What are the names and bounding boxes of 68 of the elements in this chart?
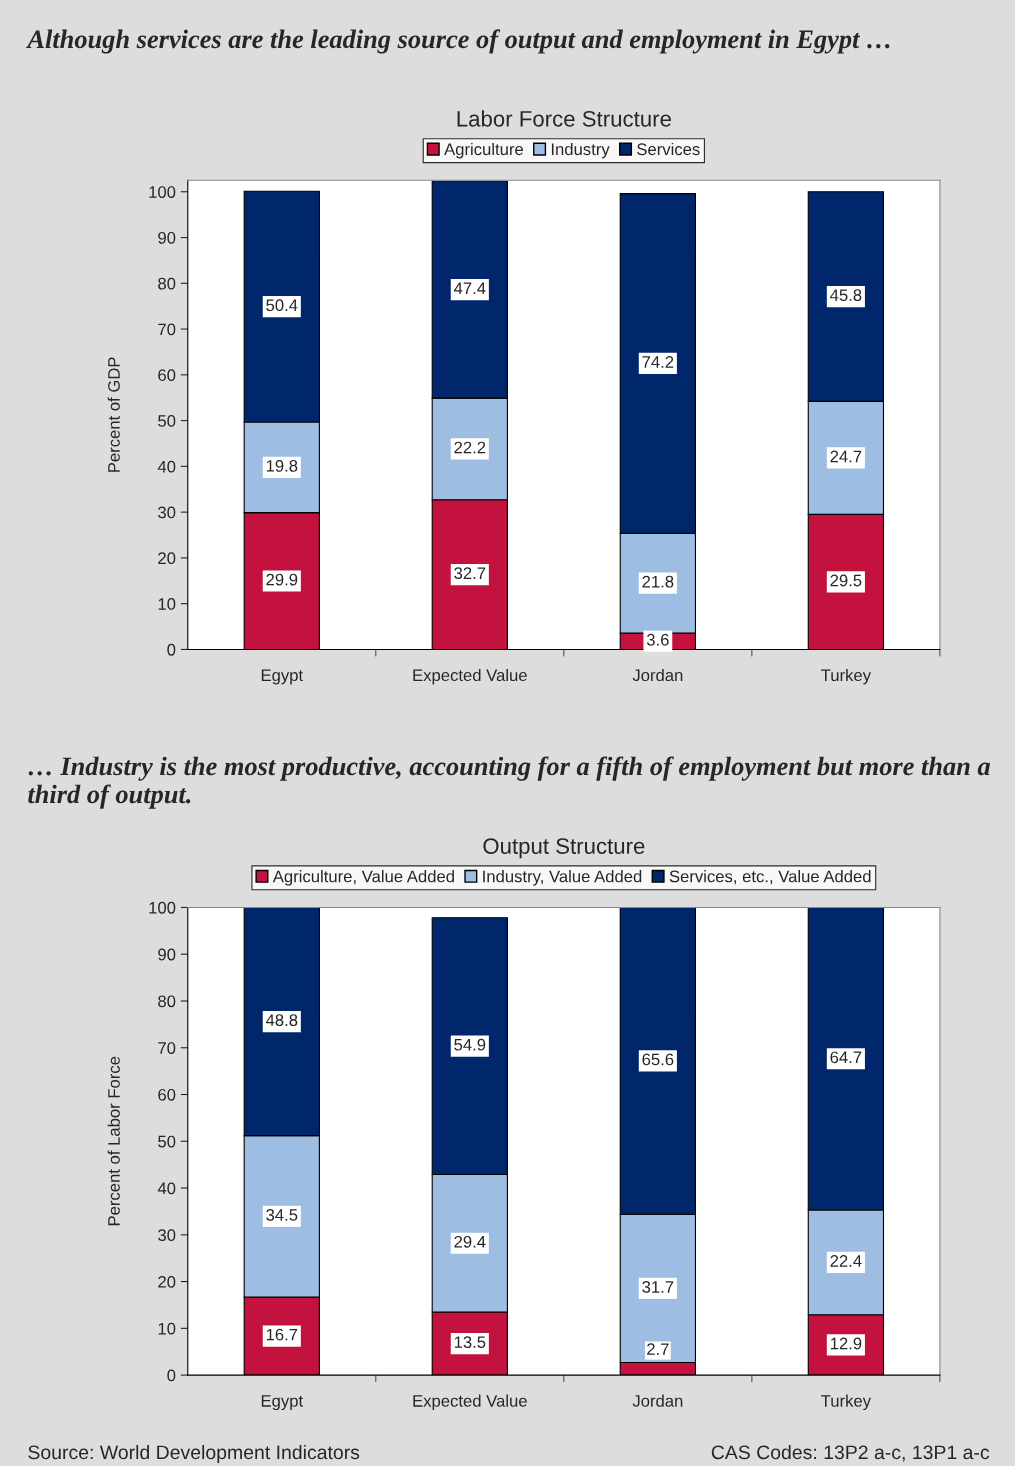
chart-title: Output Structure [483, 838, 645, 859]
data-label: 2.7 [647, 1343, 669, 1355]
y-tick-label: 90 [158, 948, 176, 961]
data-label: 34.5 [266, 1209, 298, 1221]
data-label: 48.8 [265, 1014, 298, 1027]
data-label: 3.6 [646, 633, 669, 646]
y-tick-label: 70 [158, 323, 176, 336]
x-tick-label: Expected Value [413, 668, 527, 685]
x-tick-label: Egypt [261, 669, 303, 685]
data-label: 54.9 [454, 1038, 486, 1051]
text: CAS Codes: 13P2 a-c, 13P1 a-c [711, 1444, 990, 1462]
data-label: 65.6 [642, 1053, 674, 1066]
data-label: 29.5 [830, 574, 862, 587]
y-tick-label: 100 [149, 186, 176, 198]
y-tick-label: 10 [158, 1322, 176, 1335]
data-label: 24.7 [830, 450, 862, 463]
legend-label: Services, etc., Value Added [669, 870, 871, 885]
data-label: 22.2 [454, 441, 486, 454]
data-label: 45.8 [830, 289, 862, 302]
data-label: 31.7 [642, 1281, 674, 1293]
y-tick-label: 50 [158, 415, 176, 427]
x-tick-label: Turkey [821, 1394, 871, 1411]
y-tick-label: 100 [149, 901, 176, 914]
y-tick-label: 60 [158, 369, 176, 382]
chart-subtitle: Although services are the leading source of output and employment in Egypt … [26, 29, 890, 54]
data-label: 74.2 [642, 356, 674, 368]
legend-label: Agriculture, Value Added [272, 870, 454, 886]
chart-title: Labor Force Structure [457, 110, 671, 127]
legend-label: Agriculture [444, 142, 523, 159]
y-tick-label: 70 [158, 1042, 176, 1054]
legend-label: Services [637, 142, 700, 156]
chart-subtitle: … Industry is the most productive, accounting for a fifth of employment but more than a third of output. [28, 756, 991, 809]
y-axis-title: Percent of GDP [107, 357, 120, 472]
y-tick-label: 0 [167, 1369, 176, 1382]
x-tick-label: Egypt [261, 1395, 303, 1411]
x-tick-label: Jordan [632, 1394, 683, 1407]
y-tick-label: 80 [158, 277, 176, 290]
y-tick-label: 10 [158, 598, 176, 610]
x-tick-label: Expected Value [413, 1394, 527, 1411]
y-tick-label: 40 [157, 1182, 176, 1195]
y-tick-label: 30 [158, 1229, 176, 1242]
y-tick-label: 80 [158, 995, 176, 1008]
y-tick-label: 90 [158, 231, 176, 244]
data-label: 29.4 [454, 1235, 486, 1248]
legend-label: Industry, Value Added [483, 870, 642, 886]
data-label: 29.9 [266, 573, 298, 586]
x-tick-label: Turkey [821, 668, 871, 685]
y-tick-label: 50 [158, 1135, 176, 1148]
data-label: 64.7 [830, 1051, 862, 1064]
data-label: 32.7 [454, 567, 486, 580]
y-axis-title: Percent of Labor Force [107, 1056, 120, 1226]
y-tick-label: 20 [158, 552, 176, 565]
y-tick-label: 60 [158, 1088, 176, 1101]
y-tick-label: 20 [158, 1275, 176, 1288]
data-label: 22.4 [830, 1255, 862, 1267]
y-tick-label: 0 [167, 643, 176, 656]
data-label: 16.7 [266, 1328, 298, 1341]
data-label: 47.4 [453, 282, 486, 295]
data-label: 12.9 [830, 1337, 862, 1350]
data-label: 21.8 [642, 575, 674, 588]
data-label: 13.5 [454, 1336, 486, 1349]
source-note: Source: World Development Indicators [28, 1444, 360, 1464]
y-tick-label: 40 [157, 460, 176, 473]
x-tick-label: Jordan [632, 668, 683, 682]
data-label: 19.8 [266, 459, 298, 472]
y-tick-label: 30 [158, 506, 176, 519]
data-label: 50.4 [266, 299, 298, 312]
legend-label: Industry [551, 142, 610, 159]
